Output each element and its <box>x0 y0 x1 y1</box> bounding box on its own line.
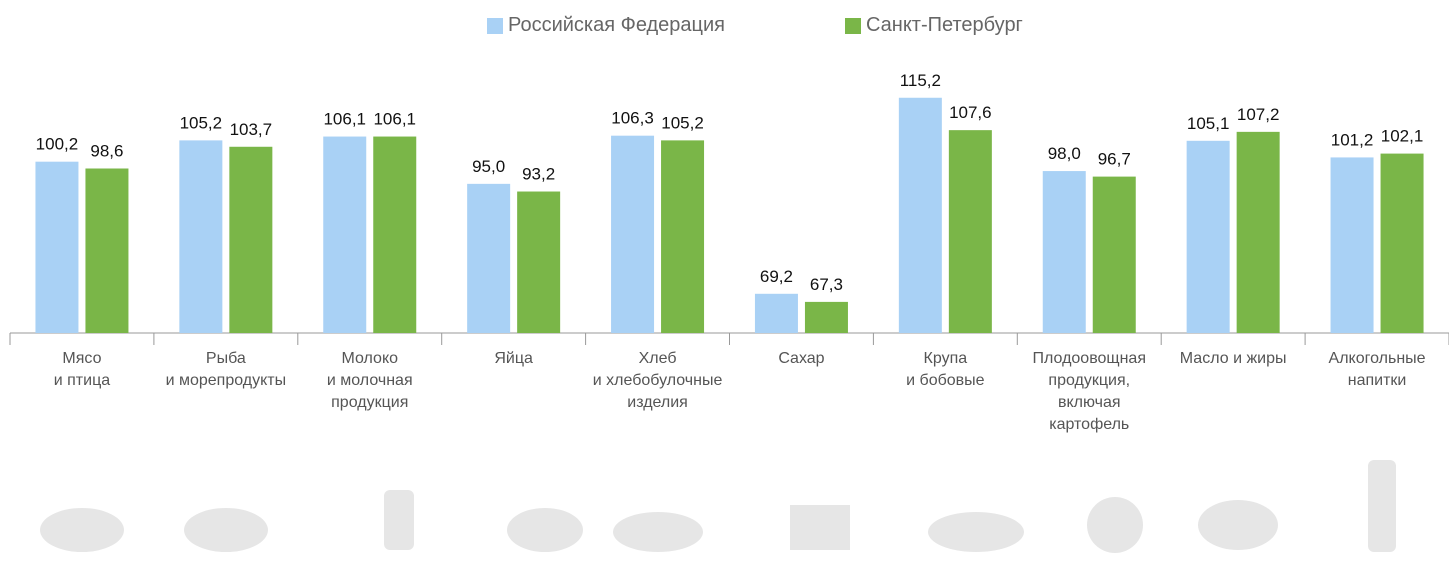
value-label: 93,2 <box>522 165 555 184</box>
bar <box>899 98 942 333</box>
value-label: 107,6 <box>949 103 992 122</box>
bar <box>1187 141 1230 333</box>
x-tick-label: Хлеб и хлебобулочные изделия <box>588 348 728 414</box>
legend-label: Российская Федерация <box>508 14 725 37</box>
legend-item: Санкт-Петербург <box>845 14 1023 37</box>
bar <box>373 137 416 333</box>
value-label: 69,2 <box>760 267 793 286</box>
value-label: 95,0 <box>472 157 505 176</box>
value-label: 101,2 <box>1331 130 1374 149</box>
x-tick-label: Плодоовощная продукция, включая картофел… <box>1019 348 1159 436</box>
value-label: 106,3 <box>611 109 654 128</box>
x-tick-label: Сахар <box>731 348 871 370</box>
icons <box>40 460 1396 553</box>
value-label: 106,1 <box>323 110 366 129</box>
bar <box>35 162 78 333</box>
bar <box>611 136 654 333</box>
x-tick-label: Масло и жиры <box>1163 348 1303 370</box>
bar <box>1381 154 1424 333</box>
bar <box>805 302 848 333</box>
x-tick-label: Яйца <box>444 348 584 370</box>
bar <box>323 137 366 333</box>
legend-item: Российская Федерация <box>487 14 725 37</box>
value-label: 98,0 <box>1048 144 1081 163</box>
bar <box>1237 132 1280 333</box>
value-label: 106,1 <box>373 110 416 129</box>
value-label: 98,6 <box>90 142 123 161</box>
bar <box>85 169 128 333</box>
value-label: 67,3 <box>810 275 843 294</box>
x-tick-label: Крупа и бобовые <box>875 348 1015 392</box>
value-label: 105,1 <box>1187 114 1230 133</box>
value-label: 105,2 <box>661 113 704 132</box>
legend-label: Санкт-Петербург <box>866 14 1023 37</box>
x-tick-label: Мясо и птица <box>12 348 152 392</box>
chart: 100,2 98,6 105,2 103,7 106,1 106,1 95,0 93,2 106… <box>0 0 1449 562</box>
bar <box>1093 177 1136 333</box>
bar <box>517 192 560 333</box>
bar <box>755 294 798 333</box>
bar <box>467 184 510 333</box>
value-label: 100,2 <box>36 135 79 154</box>
value-label: 96,7 <box>1098 150 1131 169</box>
value-label: 107,2 <box>1237 105 1280 124</box>
value-label: 115,2 <box>900 71 941 90</box>
legend-swatch <box>845 18 861 34</box>
x-tick-label: Рыба и морепродукты <box>156 348 296 392</box>
bar <box>949 130 992 333</box>
x-tick-label: Алкогольные напитки <box>1307 348 1447 392</box>
bar <box>229 147 272 333</box>
plot: 100,2 98,6 105,2 103,7 106,1 106,1 95,0 93,2 106… <box>0 0 1449 562</box>
bar <box>661 140 704 333</box>
bar <box>1331 157 1374 333</box>
legend-swatch <box>487 18 503 34</box>
bar <box>1043 171 1086 333</box>
x-tick-label: Молоко и молочная продукция <box>300 348 440 414</box>
value-label: 103,7 <box>230 120 273 139</box>
value-label: 102,1 <box>1381 127 1424 146</box>
value-label: 105,2 <box>180 113 223 132</box>
bar <box>179 140 222 333</box>
